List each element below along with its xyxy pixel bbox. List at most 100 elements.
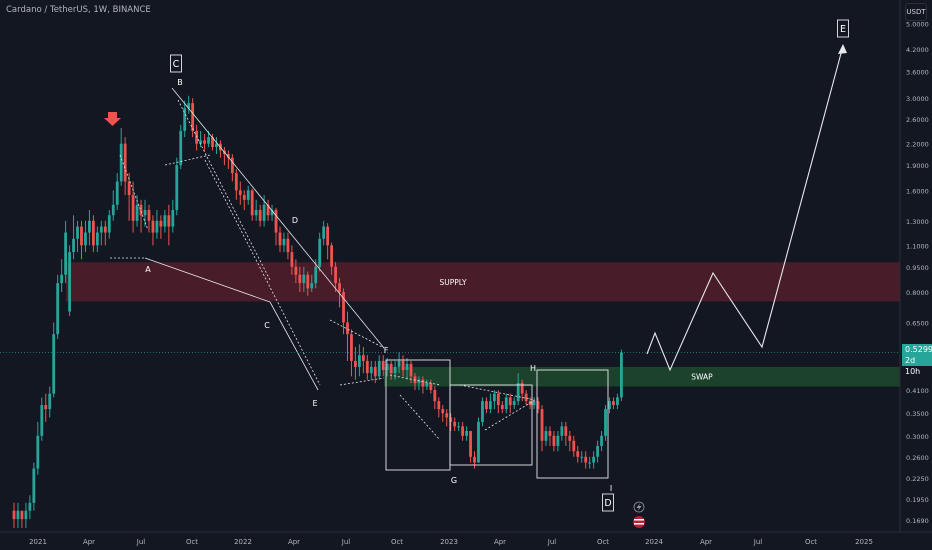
y-tick-label: 0.3000 [906, 433, 929, 441]
candle-body [405, 363, 409, 370]
y-tick-label: 0.9500 [906, 264, 929, 272]
candle-body [226, 154, 230, 158]
y-axis-background [900, 0, 932, 550]
x-tick-label: Jul [547, 538, 557, 546]
currency-unit-badge[interactable]: USDT [905, 3, 927, 21]
candle-body [346, 322, 349, 335]
y-tick-label: 1.3000 [906, 218, 929, 226]
candle-body [88, 220, 91, 233]
candle-body [143, 209, 147, 216]
candle-body [401, 360, 405, 370]
candle-body [397, 360, 401, 367]
candle-body [516, 383, 520, 402]
wave-label: A [145, 265, 151, 274]
candle-body [183, 108, 187, 131]
candle-body [469, 431, 472, 457]
last-price-tag: 0.5299 2d 10h [902, 344, 932, 376]
candle-body [560, 426, 564, 436]
candle-body [425, 383, 429, 387]
candle-body [258, 209, 262, 221]
candle-body [524, 393, 528, 402]
x-tick-label: 2021 [29, 538, 47, 546]
candle-body [48, 393, 52, 410]
candle-body [12, 510, 16, 520]
x-tick-label: Oct [597, 538, 609, 546]
wave-label: E [312, 399, 317, 408]
candle-body [92, 220, 95, 246]
candle-body [99, 226, 103, 233]
candle-body [254, 209, 258, 216]
candle-body [306, 274, 310, 289]
candle-body [492, 393, 496, 402]
x-tick-label: Oct [391, 538, 403, 546]
candle-body [131, 195, 135, 221]
candle-body [199, 140, 202, 144]
candle-body [314, 266, 318, 284]
candle-body [457, 426, 461, 428]
candle-body [437, 401, 441, 410]
candle-body [373, 366, 377, 377]
candle-body [377, 360, 381, 377]
candle-body [234, 173, 238, 191]
x-tick-label: Oct [186, 538, 198, 546]
candle-body [20, 510, 24, 520]
candle-body [532, 401, 536, 406]
candle-body [147, 209, 151, 221]
candle-body [282, 238, 286, 246]
candle-body [84, 232, 87, 246]
candle-body [473, 456, 476, 463]
wave-label: E [840, 24, 846, 35]
x-tick-label: Apr [83, 538, 95, 546]
zone-label-swap: SWAP [691, 373, 713, 382]
x-tick-label: 2022 [234, 538, 252, 546]
y-tick-label: 0.1950 [906, 496, 929, 504]
candle-body [365, 360, 369, 374]
x-tick-label: 2023 [440, 538, 458, 546]
candle-body [544, 431, 548, 441]
candles-layer [12, 95, 623, 528]
candle-body [433, 390, 437, 402]
candle-body [310, 283, 314, 289]
candle-body [56, 283, 60, 335]
candle-body [250, 190, 254, 216]
x-tick-label: Apr [288, 538, 300, 546]
candle-body [496, 393, 500, 406]
dashed-h-top [459, 384, 536, 401]
y-tick-label: 2.2000 [906, 141, 929, 149]
candle-body [500, 405, 504, 410]
candle-body [278, 232, 282, 246]
zones-layer: SUPPLY SWAP [66, 262, 900, 387]
projection-path [646, 45, 844, 372]
projection-arrowhead [838, 44, 847, 54]
wave-label: H [530, 364, 536, 373]
y-tick-label: 0.6500 [906, 319, 929, 327]
zone-label-supply: SUPPLY [439, 278, 466, 287]
candle-body [179, 130, 183, 166]
candle-body [584, 456, 588, 463]
dashed-channel-upper [177, 99, 271, 281]
x-tick-label: Apr [700, 538, 712, 546]
candle-body [318, 238, 322, 267]
candle-body [36, 435, 40, 469]
lightning-glyph [636, 503, 642, 511]
wave-label-box [837, 19, 849, 38]
candle-body [207, 137, 210, 144]
candle-body [453, 421, 457, 427]
candle-body [504, 397, 508, 410]
last-price-value: 0.5299 [905, 345, 932, 354]
candle-body [580, 456, 584, 458]
x-tick-label: 2024 [645, 538, 663, 546]
candle-body [211, 137, 214, 148]
candle-body [540, 409, 544, 441]
candle-body [461, 426, 465, 436]
x-tick-label: Jul [753, 538, 763, 546]
candle-body [290, 252, 294, 267]
candle-body [68, 252, 71, 312]
candle-body [445, 413, 449, 418]
y-tick-label: 4.2000 [906, 46, 929, 54]
candle-body [230, 157, 234, 174]
candle-body [338, 283, 341, 293]
candle-body [286, 238, 290, 253]
